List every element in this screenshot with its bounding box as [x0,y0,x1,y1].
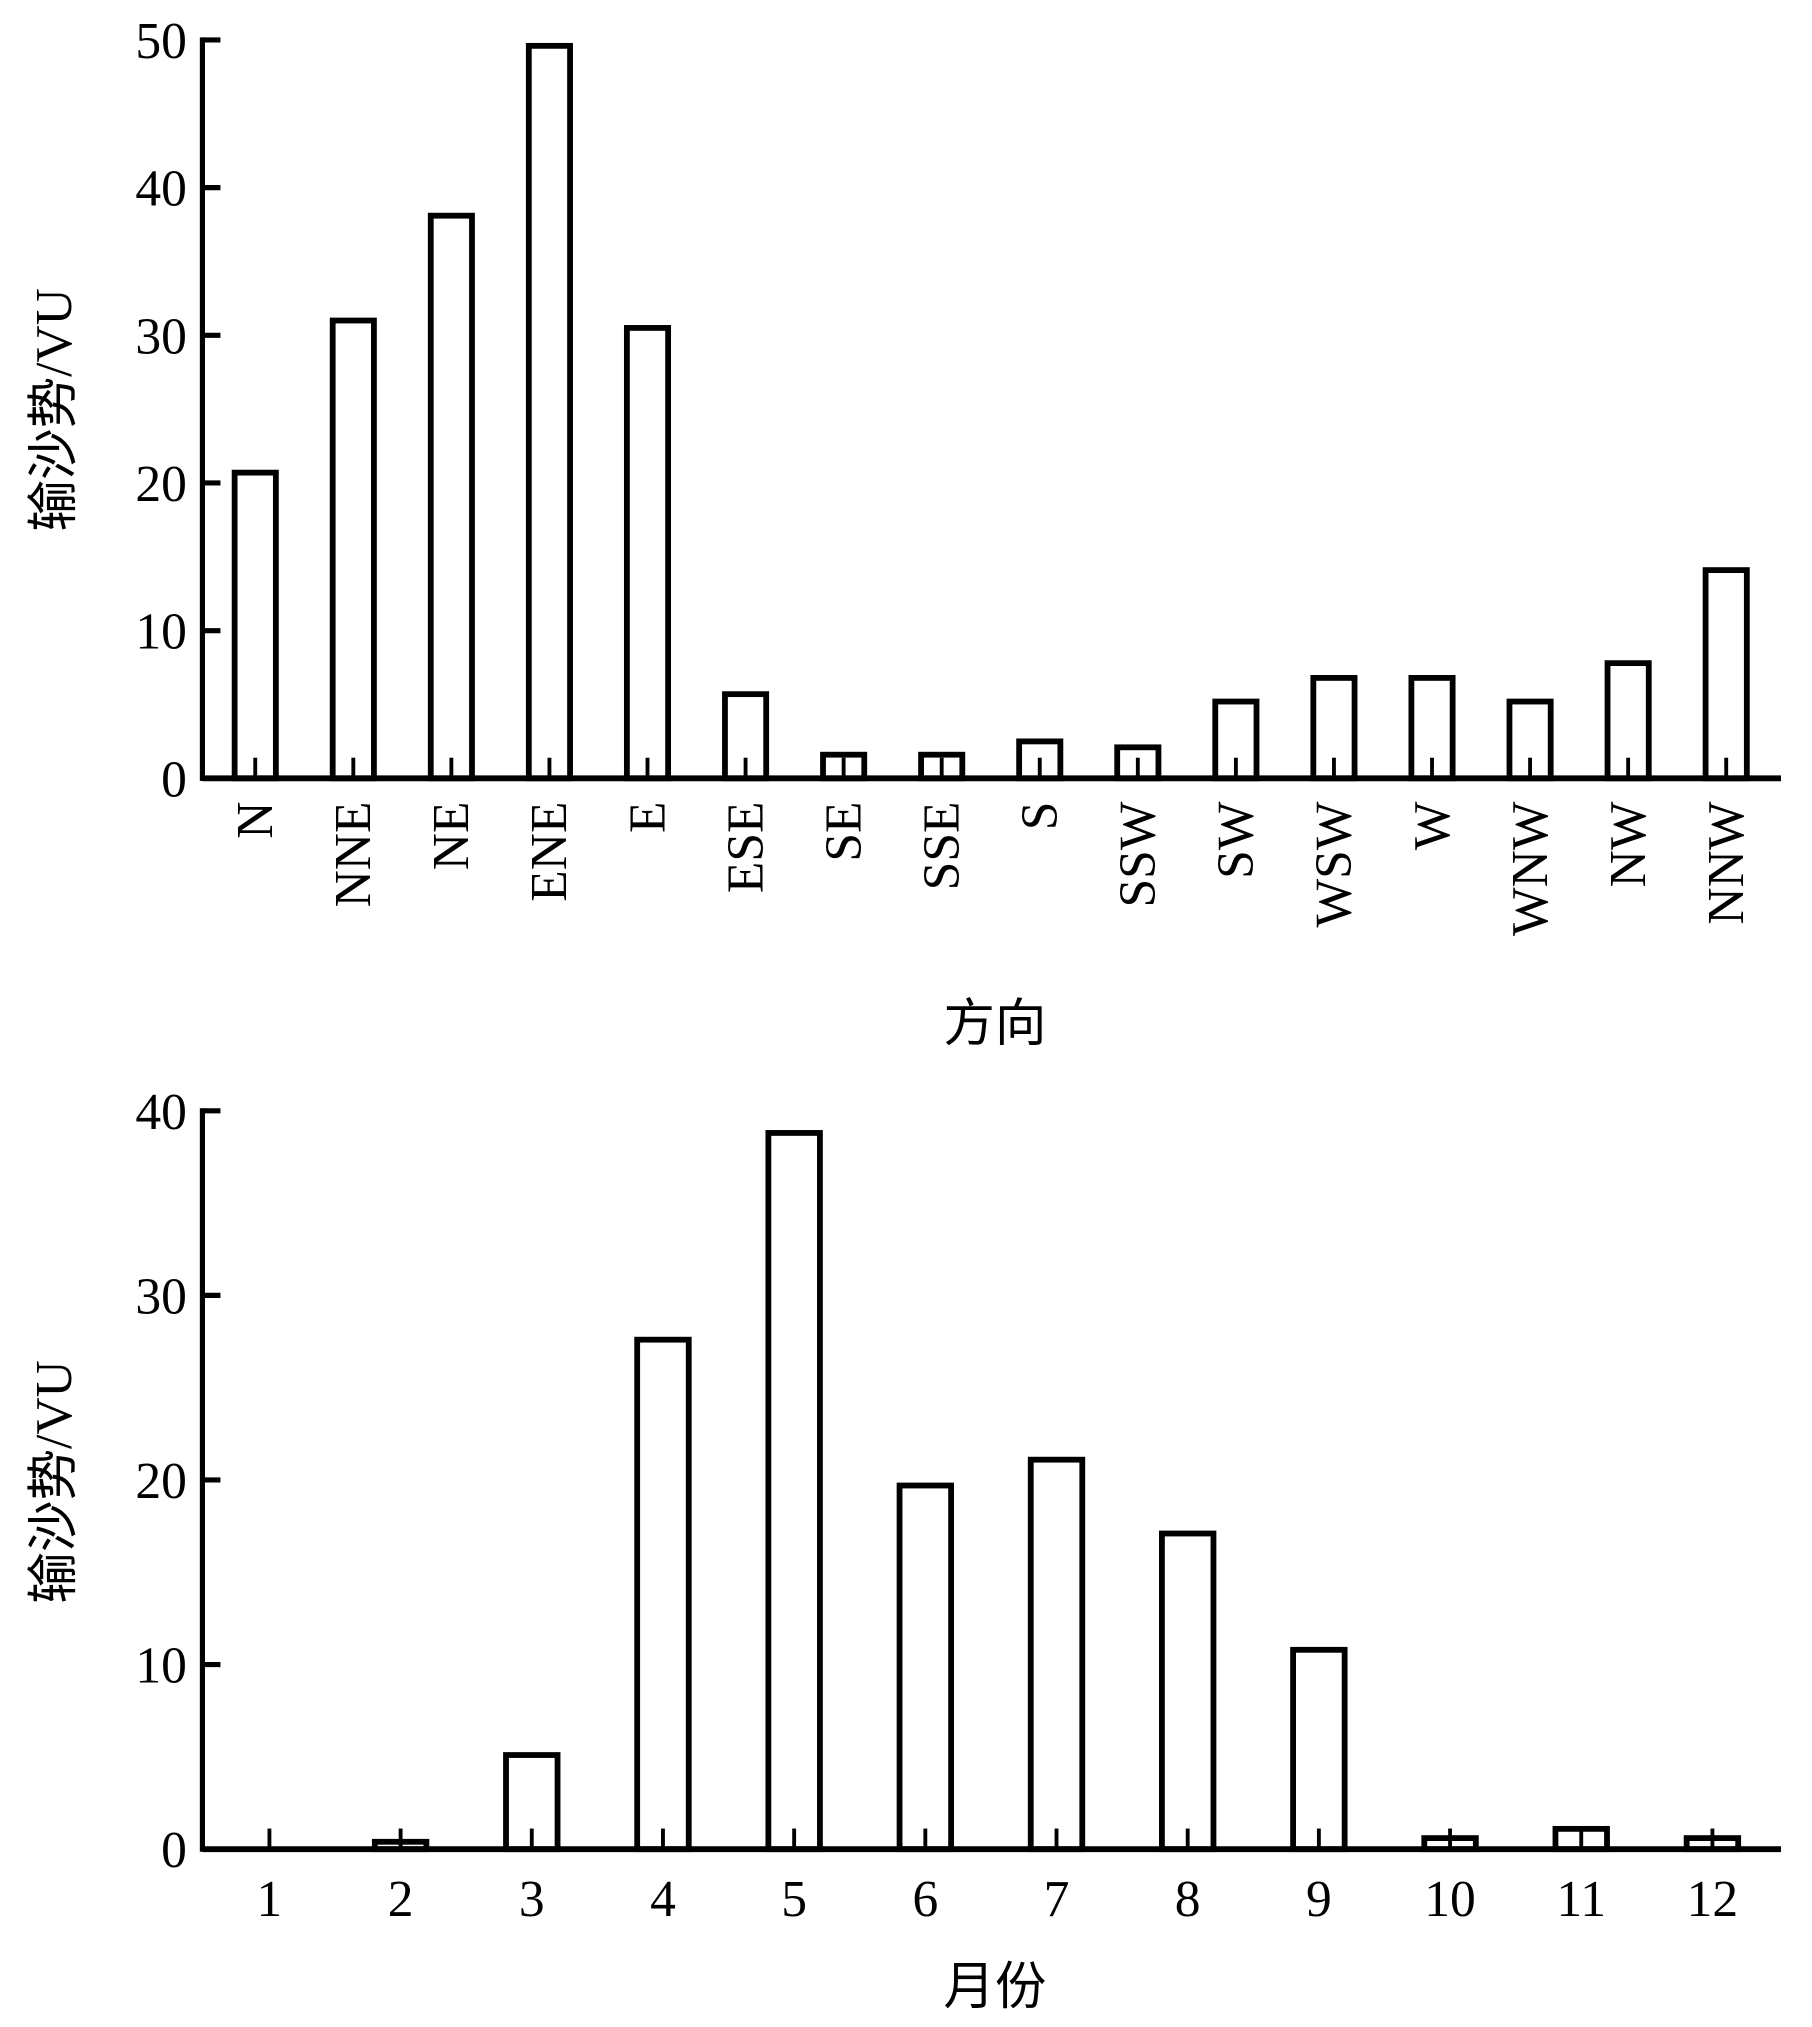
y-tick-label: 50 [135,13,187,70]
bar-8 [1159,1530,1217,1853]
bar-E [623,325,672,782]
x-tick-label: 11 [1556,1871,1606,1928]
x-tick-label: 2 [388,1871,414,1928]
x-tick-label: N [227,802,284,839]
x-tick-label: 12 [1687,1871,1739,1928]
x-tick-label: ENE [521,802,578,902]
x-tick-label: NNW [1698,801,1755,924]
x-tick-label: 7 [1044,1871,1070,1928]
x-tick-label: 10 [1424,1871,1476,1928]
x-tick-label: SW [1208,801,1265,879]
x-tick-label: NE [423,802,480,871]
x-tick-label: 1 [257,1871,283,1928]
x-tick-label: 8 [1175,1871,1201,1928]
x-tick-label: E [619,802,676,833]
bar-9 [1290,1646,1348,1853]
bar-N [231,469,279,782]
y-tick-label: 0 [161,1822,187,1879]
x-tick-label: NNE [325,802,382,908]
x-tick-label: SE [815,802,872,862]
bar-4 [634,1336,692,1853]
bar-7 [1027,1456,1086,1853]
bar-NNW [1702,567,1750,782]
y-tick-label: 40 [135,161,187,218]
bar-5 [765,1130,823,1853]
x-axis-label: 方向 [943,996,1046,1053]
chart-direction: 输沙势/VU 方向 0 10 20 30 40 50 N NNE NE ENE E ESE SE SSE S… [26,13,1781,1053]
y-tick-label: 40 [135,1084,187,1141]
y-tick-label: 10 [135,1638,187,1695]
y-tick-label: 20 [135,1453,187,1510]
x-tick-label: SSE [913,802,970,891]
bar-WNW [1506,698,1554,782]
x-tick-label: 5 [781,1871,807,1928]
x-tick-label: NW [1600,801,1657,887]
x-tick-label: 6 [912,1871,938,1928]
y-tick-label: 10 [135,604,187,661]
y-axis-label: 输沙势/VU [26,1360,83,1603]
x-tick-label: ESE [717,802,774,894]
x-tick-label: W [1404,801,1461,850]
y-axis-label: 输沙势/VU [26,288,83,531]
y-tick-label: 20 [135,456,187,513]
x-tick-label: WSW [1306,801,1363,927]
x-tick-label: 9 [1306,1871,1332,1928]
x-tick-label: WNW [1502,801,1559,936]
bar-NNE [329,317,377,782]
x-axis-label: 月份 [943,1959,1046,2016]
bar-6 [896,1482,955,1853]
bar-ENE [525,42,573,782]
x-tick-label: SSW [1110,801,1167,907]
x-tick-label: 3 [519,1871,545,1928]
y-tick-label: 0 [161,751,187,808]
x-tick-label: 4 [650,1871,676,1928]
y-tick-label: 30 [135,308,187,365]
x-tick-label: S [1012,802,1069,831]
y-tick-label: 30 [135,1268,187,1325]
bar-NE [427,212,475,782]
